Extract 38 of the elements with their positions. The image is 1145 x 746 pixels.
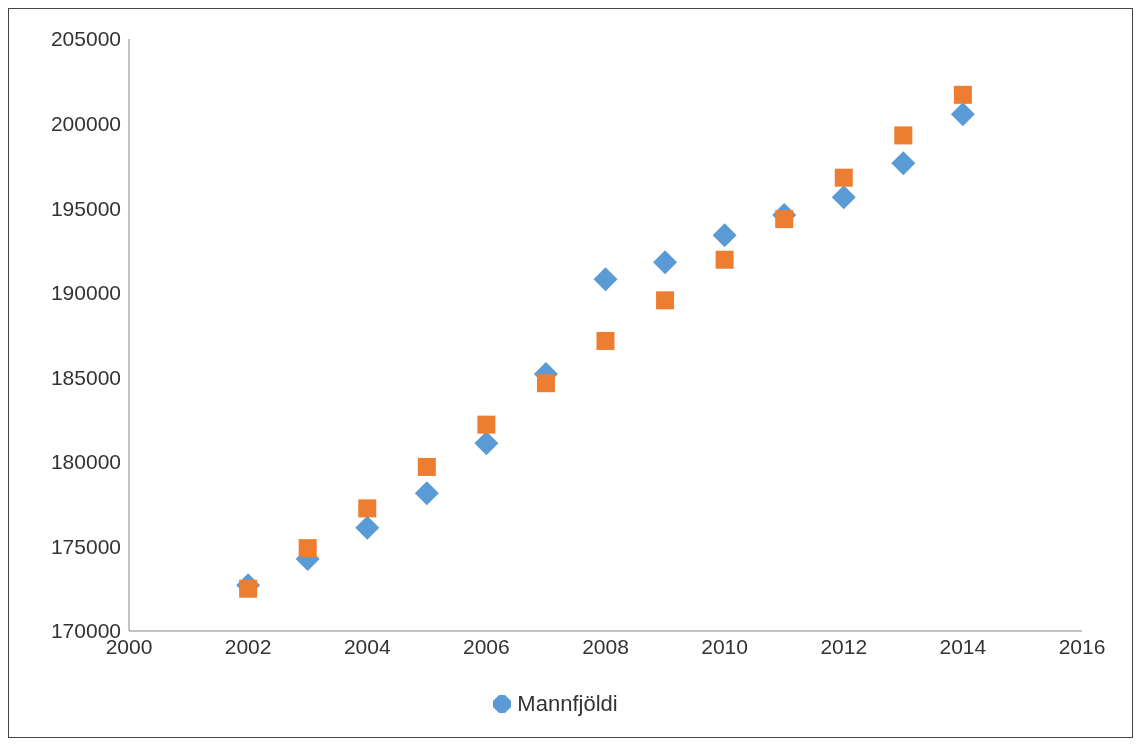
point bbox=[536, 374, 555, 393]
point bbox=[417, 457, 436, 476]
point bbox=[414, 481, 439, 506]
x-tick-label: 2006 bbox=[463, 634, 510, 658]
point bbox=[834, 168, 853, 187]
x-tick-label: 2002 bbox=[224, 634, 272, 658]
point bbox=[477, 415, 496, 434]
y-tick-label: 200000 bbox=[50, 112, 121, 136]
point bbox=[596, 331, 615, 350]
point bbox=[358, 499, 377, 518]
point bbox=[712, 223, 737, 248]
point bbox=[355, 515, 380, 540]
x-tick-label: 2008 bbox=[582, 634, 629, 658]
point bbox=[715, 250, 734, 269]
point bbox=[298, 539, 317, 558]
point bbox=[894, 126, 913, 145]
y-tick-label: 195000 bbox=[50, 196, 121, 220]
legend-label: Mannfjöldi bbox=[517, 691, 618, 717]
x-tick-label: 2004 bbox=[343, 634, 391, 658]
y-tick-label: 175000 bbox=[50, 534, 121, 558]
y-tick-label: 180000 bbox=[50, 450, 121, 474]
x-tick-label: 2016 bbox=[1058, 634, 1106, 658]
point bbox=[891, 151, 916, 176]
point bbox=[950, 102, 975, 127]
y-tick-label: 205000 bbox=[50, 27, 121, 51]
y-tick-label: 190000 bbox=[50, 281, 121, 305]
point bbox=[653, 250, 678, 275]
y-tick-label: 185000 bbox=[50, 365, 121, 389]
point bbox=[474, 431, 499, 456]
point bbox=[831, 185, 856, 210]
x-tick-label: 2012 bbox=[820, 634, 868, 658]
point bbox=[656, 291, 675, 310]
x-tick-label: 2010 bbox=[701, 634, 748, 658]
point bbox=[775, 210, 794, 229]
point bbox=[239, 579, 258, 598]
point bbox=[953, 85, 972, 104]
point bbox=[593, 267, 618, 292]
x-tick-label: 2014 bbox=[939, 634, 987, 658]
